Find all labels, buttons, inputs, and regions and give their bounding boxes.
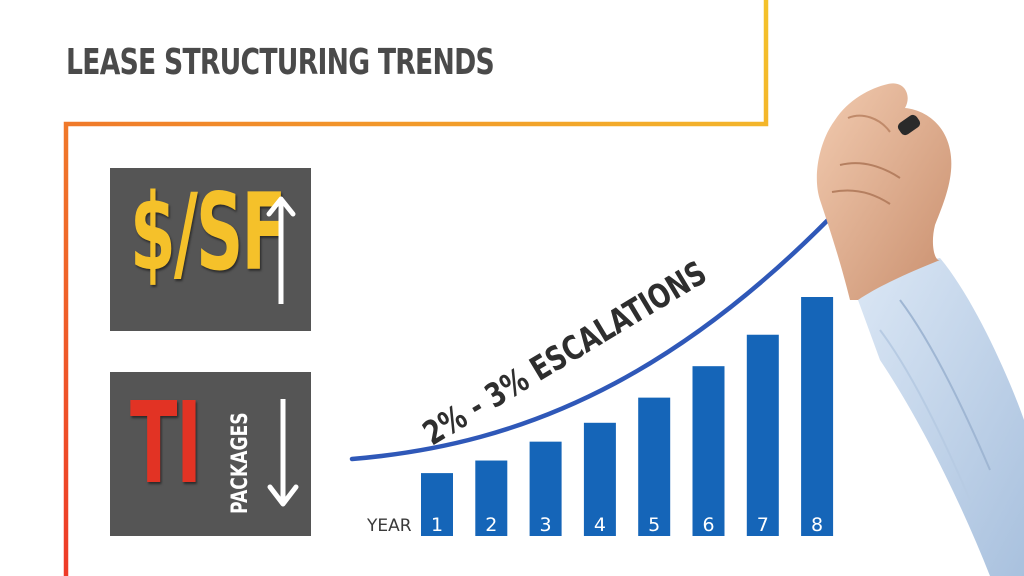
- bar-year-8: [801, 297, 834, 536]
- price-per-sf-panel: $/SF: [110, 168, 311, 331]
- tick-label-year-6: 6: [702, 514, 714, 536]
- bar-year-4: [583, 422, 616, 536]
- bar-year-2: [475, 460, 508, 536]
- page-title: LEASE STRUCTURING TRENDS: [66, 42, 495, 83]
- arrow-up-icon: [266, 196, 296, 304]
- arrow-down-icon: [267, 399, 299, 507]
- tick-labels-group: 1 2 3 4 5 6 7 8: [431, 514, 823, 536]
- ti-packages-panel: TI PACKAGES: [110, 372, 311, 536]
- bar-year-3: [529, 441, 562, 536]
- price-per-sf-label: $/SF: [130, 171, 286, 294]
- tick-label-year-2: 2: [485, 514, 497, 536]
- bar-year-6: [692, 366, 725, 536]
- bar-year-5: [638, 397, 671, 536]
- ti-label: TI: [130, 379, 202, 509]
- tick-label-year-5: 5: [648, 514, 660, 536]
- tick-label-year-3: 3: [540, 514, 552, 536]
- tick-label-year-7: 7: [757, 514, 769, 536]
- trend-line: [349, 129, 911, 462]
- tick-label-year-8: 8: [811, 514, 823, 536]
- tick-label-year-1: 1: [431, 514, 443, 536]
- hand: [816, 83, 952, 300]
- x-axis-label: YEAR: [366, 516, 412, 536]
- frame-line: [63, 0, 769, 576]
- bars-group: [421, 297, 834, 536]
- shirt-sleeve: [858, 258, 1024, 576]
- marker-icon: [897, 114, 921, 136]
- tick-label-year-4: 4: [594, 514, 606, 536]
- bar-year-7: [746, 334, 779, 536]
- bar-year-1: [421, 473, 453, 536]
